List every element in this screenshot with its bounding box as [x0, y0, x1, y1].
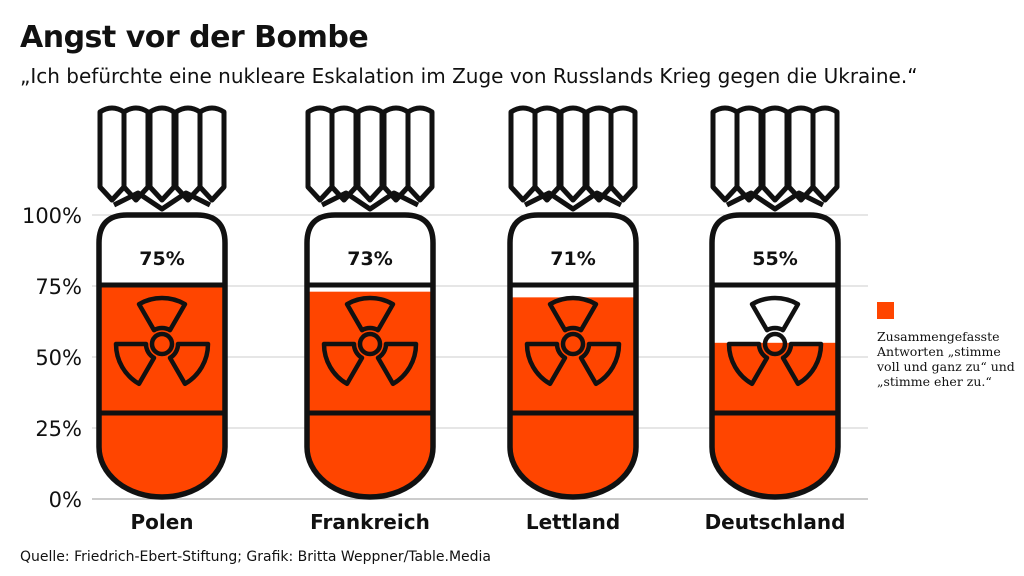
radiation-blade	[524, 341, 568, 387]
bomb-tail-connector	[320, 190, 420, 212]
y-tick-label: 50%	[35, 346, 82, 370]
radiation-blade	[780, 341, 824, 387]
data-label: 55%	[752, 248, 797, 270]
x-tick-label: Lettland	[526, 510, 620, 534]
chart-title: Angst vor der Bombe	[20, 20, 369, 55]
bomb-outline	[709, 212, 841, 500]
bomb-fin	[734, 105, 764, 203]
bomb-fin	[97, 105, 127, 203]
radiation-blade	[167, 341, 211, 387]
radiation-blade	[578, 341, 622, 387]
source-note: Quelle: Friedrich-Ebert-Stiftung; Grafik…	[20, 549, 491, 565]
y-tick-label: 100%	[22, 204, 82, 228]
radiation-center	[560, 331, 586, 357]
bomb-3: 55% Deutschland	[705, 105, 846, 534]
bar-polen	[99, 286, 225, 497]
data-label: 73%	[347, 248, 392, 270]
radiation-symbol	[524, 295, 622, 387]
radiation-symbol	[113, 295, 211, 387]
bar-lettland	[510, 297, 636, 497]
radiation-center	[149, 331, 175, 357]
y-tick-label: 25%	[35, 417, 82, 441]
bomb-fin	[147, 105, 177, 203]
x-tick-label: Frankreich	[310, 510, 430, 534]
data-label: 71%	[550, 248, 595, 270]
radiation-blade	[726, 341, 770, 387]
bomb-fin	[608, 105, 638, 203]
bomb-2: 71% Lettland	[507, 105, 639, 534]
radiation-symbol	[726, 295, 824, 387]
bomb-fin	[355, 105, 385, 203]
bomb-fin	[710, 105, 740, 203]
radiation-symbol	[321, 295, 419, 387]
radiation-center	[357, 331, 383, 357]
y-tick-label: 0%	[49, 488, 82, 512]
radiation-blade	[375, 341, 419, 387]
bomb-fin	[508, 105, 538, 203]
bar-deutschland	[712, 342, 838, 497]
bomb-tail-connector	[523, 190, 623, 212]
radiation-blade	[344, 295, 396, 333]
bomb-fin	[786, 105, 816, 203]
bomb-fin	[532, 105, 562, 203]
bomb-fin	[760, 105, 790, 203]
bomb-fin	[405, 105, 435, 203]
bomb-fin	[558, 105, 588, 203]
bomb-fin	[329, 105, 359, 203]
bomb-outline	[507, 212, 639, 500]
radiation-blade	[136, 295, 188, 333]
x-tick-label: Polen	[130, 510, 193, 534]
chart-subtitle: „Ich befürchte eine nukleare Eskalation …	[20, 64, 918, 88]
bomb-1: 73% Frankreich	[304, 105, 436, 534]
bomb-fin	[381, 105, 411, 203]
bomb-fin	[810, 105, 840, 203]
bar-frankreich	[307, 291, 433, 497]
bomb-0: 75% Polen	[96, 105, 228, 534]
bomb-fin	[121, 105, 151, 203]
bomb-fin	[197, 105, 227, 203]
radiation-center	[762, 331, 788, 357]
legend-swatch	[877, 302, 894, 319]
radiation-blade	[321, 341, 365, 387]
x-tick-label: Deutschland	[705, 510, 846, 534]
bomb-fin	[305, 105, 335, 203]
legend-label: Zusammengefasste Antworten „stimme voll …	[877, 329, 1015, 389]
y-tick-label: 75%	[35, 275, 82, 299]
bomb-outline	[304, 212, 436, 500]
radiation-blade	[547, 295, 599, 333]
bomb-outline	[96, 212, 228, 500]
bomb-fin	[584, 105, 614, 203]
bomb-tail-connector	[112, 190, 212, 212]
bomb-fin	[173, 105, 203, 203]
bomb-tail-connector	[725, 190, 825, 212]
radiation-blade	[749, 295, 801, 333]
radiation-blade	[113, 341, 157, 387]
data-label: 75%	[139, 248, 184, 270]
